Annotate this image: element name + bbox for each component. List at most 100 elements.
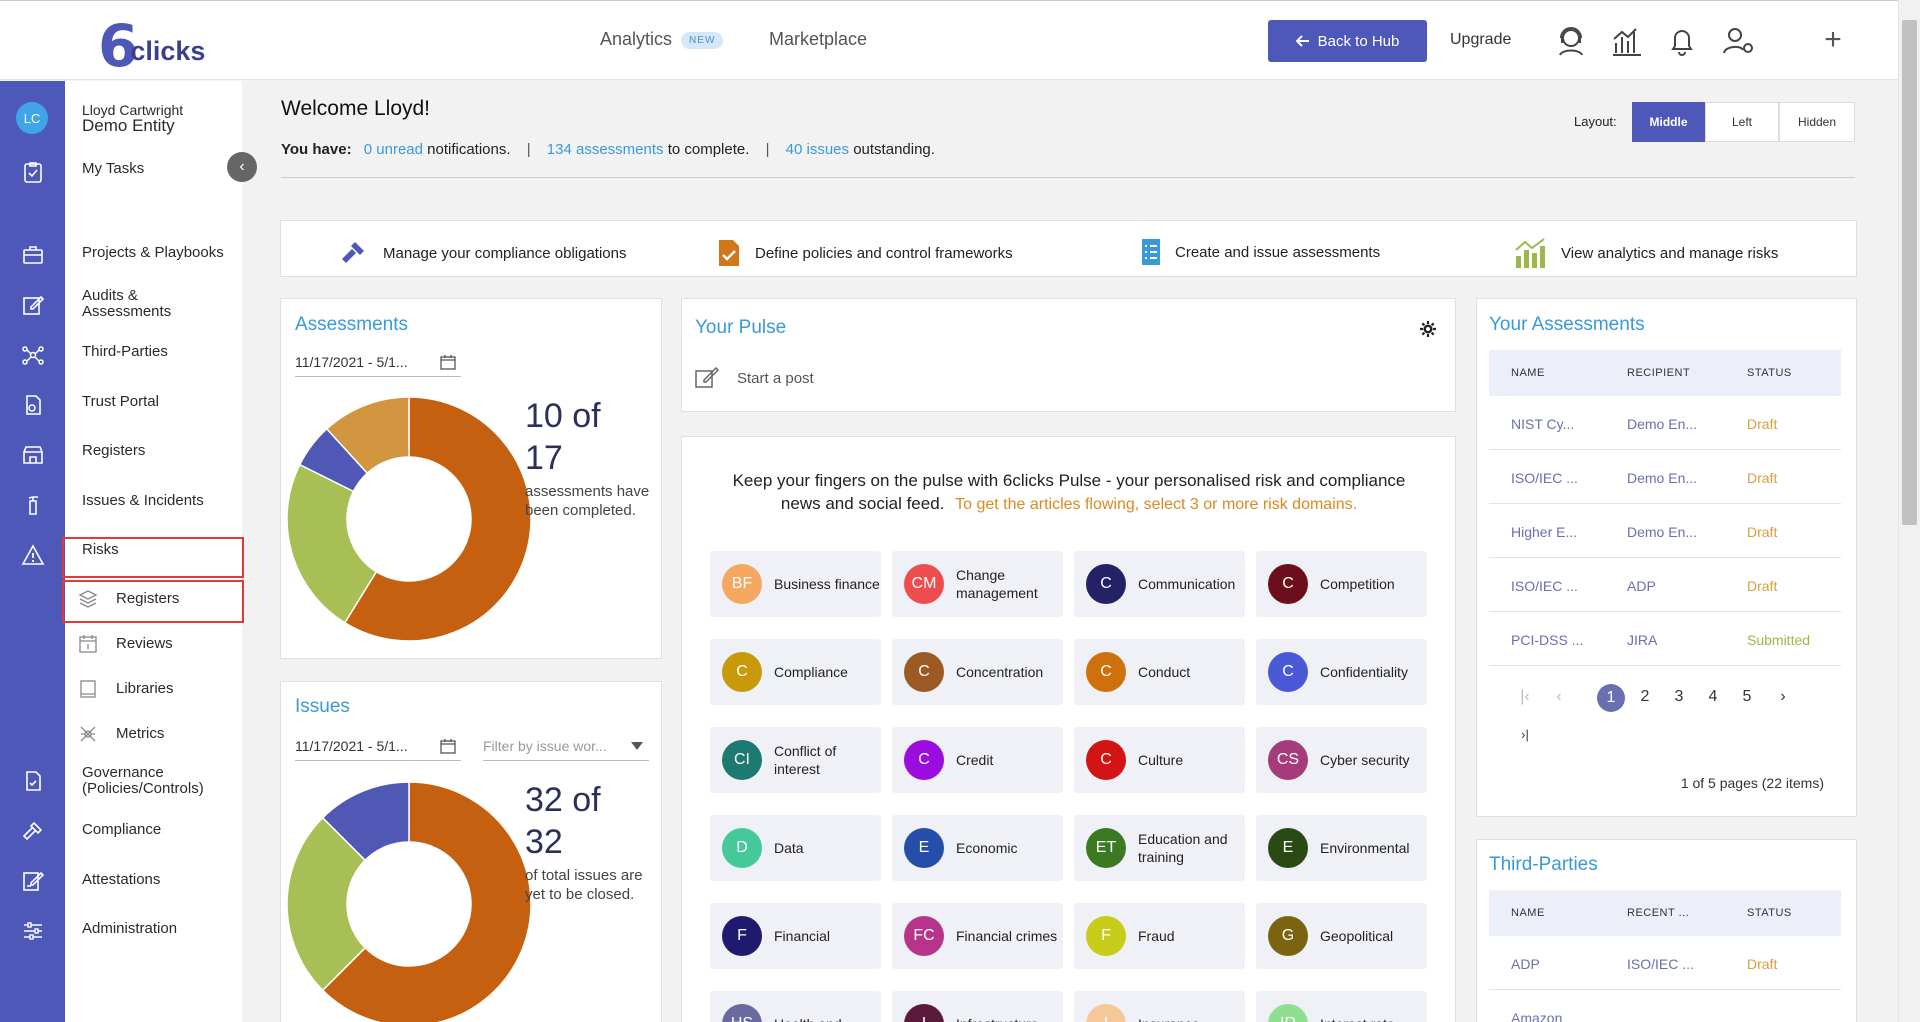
col-name[interactable]: NAME [1511, 907, 1545, 919]
layout-hidden-button[interactable]: Hidden [1779, 102, 1855, 142]
assessment-recipient[interactable]: Demo En... [1627, 524, 1698, 540]
risk-domain-chip[interactable]: I Insurance [1074, 991, 1245, 1022]
nav-reviews[interactable]: Reviews [116, 635, 173, 652]
third-party-recent[interactable]: ISO/IEC ... [1627, 956, 1694, 972]
donut-segment[interactable] [321, 781, 410, 862]
nav-trust-portal[interactable]: Trust Portal [82, 393, 159, 410]
col-name[interactable]: NAME [1511, 367, 1545, 379]
network-icon[interactable] [21, 343, 45, 367]
risk-domain-chip[interactable]: F Fraud [1074, 903, 1245, 969]
nav-governance[interactable]: Governance (Policies/Controls) [82, 764, 204, 797]
bell-icon[interactable] [1664, 23, 1700, 59]
risk-domain-chip[interactable]: CS Cyber security [1256, 727, 1427, 793]
page-3-button[interactable]: 3 [1674, 688, 1684, 705]
table-row[interactable]: ISO/IEC ... Demo En... Draft [1489, 450, 1841, 504]
entity-name[interactable]: Demo Entity [82, 116, 175, 135]
start-post-input[interactable]: Start a post [695, 367, 814, 389]
risk-domain-chip[interactable]: I Infrastructure [892, 991, 1063, 1022]
analytics-chart-icon[interactable] [1608, 23, 1644, 59]
assessment-name[interactable]: NIST Cy... [1511, 416, 1575, 432]
third-party-name[interactable]: Amazon [1511, 1010, 1563, 1022]
edit-icon[interactable] [21, 293, 45, 317]
layout-middle-button[interactable]: Middle [1632, 102, 1705, 142]
risk-domain-chip[interactable]: FC Financial crimes [892, 903, 1063, 969]
nav-risks-registers[interactable]: Registers [116, 590, 180, 607]
risk-domain-chip[interactable]: C Conduct [1074, 639, 1245, 705]
table-row[interactable]: Higher E... Demo En... Draft [1489, 504, 1841, 558]
attestation-icon[interactable] [21, 869, 45, 893]
assessment-name[interactable]: ISO/IEC ... [1511, 578, 1578, 594]
nav-administration[interactable]: Administration [82, 920, 178, 937]
assessments-date-range[interactable]: 11/17/2021 - 5/1... [295, 354, 461, 377]
nav-risks[interactable]: Risks [82, 541, 119, 558]
donut-segment[interactable] [325, 396, 410, 475]
app-logo[interactable]: 6 clicks [98, 13, 205, 75]
issues-date-range[interactable]: 11/17/2021 - 5/1... [295, 738, 461, 761]
table-row[interactable]: Amazon [1489, 990, 1841, 1022]
risk-domain-chip[interactable]: BF Business finance [710, 551, 881, 617]
donut-segment[interactable] [321, 781, 532, 1022]
briefcase-icon[interactable] [21, 243, 45, 267]
risk-domain-chip[interactable]: CM Change management [892, 551, 1063, 617]
page-5-button[interactable]: 5 [1742, 688, 1752, 705]
policy-doc-icon[interactable] [21, 769, 45, 793]
risk-domain-chip[interactable]: E Environmental [1256, 815, 1427, 881]
issue-workflow-filter[interactable]: Filter by issue wor... [483, 738, 649, 761]
page-scrollbar[interactable] [1898, 0, 1920, 1022]
assessment-recipient[interactable]: JIRA [1627, 632, 1658, 648]
col-recipient[interactable]: RECIPIENT [1627, 367, 1691, 379]
risk-domain-chip[interactable]: D Data [710, 815, 881, 881]
assessment-name[interactable]: ISO/IEC ... [1511, 470, 1578, 486]
risk-domain-chip[interactable]: G Geopolitical [1256, 903, 1427, 969]
risk-domain-chip[interactable]: C Confidentiality [1256, 639, 1427, 705]
donut-segment[interactable] [286, 463, 378, 624]
page-2-button[interactable]: 2 [1640, 688, 1650, 705]
assessment-recipient[interactable]: Demo En... [1627, 416, 1698, 432]
unread-link[interactable]: 0 unread [363, 141, 423, 158]
nav-libraries[interactable]: Libraries [116, 680, 174, 697]
risk-domain-chip[interactable]: E Economic [892, 815, 1063, 881]
risk-domain-chip[interactable]: C Credit [892, 727, 1063, 793]
collapse-sidebar-button[interactable]: ‹ [227, 152, 257, 182]
document-icon[interactable] [21, 393, 45, 417]
avatar[interactable]: LC [16, 102, 48, 134]
sliders-icon[interactable] [21, 919, 45, 943]
col-status[interactable]: STATUS [1747, 907, 1792, 919]
risk-domain-chip[interactable]: CI Conflict of interest [710, 727, 881, 793]
issues-link[interactable]: 40 issues [785, 141, 850, 158]
layout-left-button[interactable]: Left [1705, 102, 1779, 142]
tasks-clipboard-icon[interactable] [21, 160, 45, 184]
table-row[interactable]: ADP ISO/IEC ... Draft [1489, 936, 1841, 990]
store-icon[interactable] [21, 443, 45, 467]
assessment-name[interactable]: Higher E... [1511, 524, 1578, 540]
add-button[interactable]: + [1824, 23, 1842, 56]
assessment-name[interactable]: PCI-DSS ... [1511, 632, 1584, 648]
table-row[interactable]: NIST Cy... Demo En... Draft [1489, 396, 1841, 450]
fire-extinguisher-icon[interactable] [21, 493, 45, 517]
nav-compliance[interactable]: Compliance [82, 821, 162, 838]
risk-domain-chip[interactable]: C Competition [1256, 551, 1427, 617]
donut-segment[interactable] [343, 396, 532, 642]
nav-projects-playbooks[interactable]: Projects & Playbooks [82, 244, 224, 261]
nav-attestations[interactable]: Attestations [82, 871, 161, 888]
assessment-recipient[interactable]: ADP [1627, 578, 1656, 594]
nav-registers[interactable]: Registers [82, 442, 146, 459]
back-to-hub-button[interactable]: Back to Hub [1268, 20, 1427, 62]
next-page-button[interactable]: › [1780, 688, 1786, 705]
risk-domain-chip[interactable]: C Concentration [892, 639, 1063, 705]
action-policies[interactable]: Define policies and control frameworks [717, 238, 1013, 268]
risk-domain-chip[interactable]: HS Health and [710, 991, 881, 1022]
action-assessments[interactable]: Create and issue assessments [1141, 238, 1380, 266]
table-row[interactable]: ISO/IEC ... ADP Draft [1489, 558, 1841, 612]
prev-page-button[interactable]: ‹ [1556, 688, 1562, 705]
col-recent[interactable]: RECENT ... [1627, 907, 1690, 919]
donut-segment[interactable] [286, 816, 367, 992]
nav-marketplace[interactable]: Marketplace [769, 29, 867, 50]
gavel-icon[interactable] [21, 819, 45, 843]
page-1-button[interactable]: 1 [1597, 684, 1625, 712]
scrollbar-thumb[interactable] [1902, 20, 1917, 525]
nav-metrics[interactable]: Metrics [116, 725, 165, 742]
action-compliance[interactable]: Manage your compliance obligations [339, 238, 626, 268]
first-page-button[interactable]: |‹ [1520, 688, 1530, 705]
nav-third-parties[interactable]: Third-Parties [82, 343, 168, 360]
